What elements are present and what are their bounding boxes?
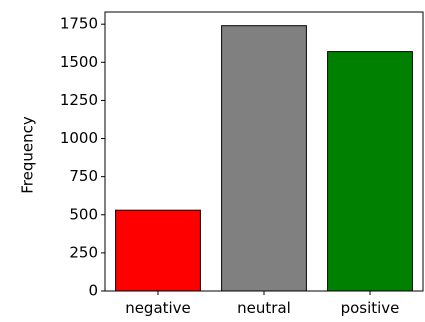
bar-negative bbox=[115, 209, 201, 292]
y-tick-label-250: 250 bbox=[69, 243, 98, 261]
bars-group bbox=[115, 25, 413, 292]
bar-positive bbox=[327, 51, 413, 292]
y-axis-ticks: 0 250 500 750 1000 1250 1500 1750 bbox=[60, 15, 105, 300]
x-axis-ticks: negative neutral positive bbox=[125, 291, 399, 317]
x-tick-label-neutral: neutral bbox=[237, 299, 291, 317]
x-tick-label-positive: positive bbox=[341, 299, 400, 317]
y-axis-label: Frequency bbox=[19, 116, 37, 194]
x-tick-label-negative: negative bbox=[125, 299, 191, 317]
bar-neutral bbox=[221, 25, 307, 292]
y-tick-label-500: 500 bbox=[69, 205, 98, 223]
axes-frame bbox=[104, 11, 424, 292]
y-tick-label-1750: 1750 bbox=[60, 15, 98, 33]
y-tick-label-0: 0 bbox=[88, 282, 98, 300]
y-tick-label-1000: 1000 bbox=[60, 129, 98, 147]
y-tick-label-1250: 1250 bbox=[60, 91, 98, 109]
y-tick-label-750: 750 bbox=[69, 167, 98, 185]
y-tick-label-1500: 1500 bbox=[60, 53, 98, 71]
